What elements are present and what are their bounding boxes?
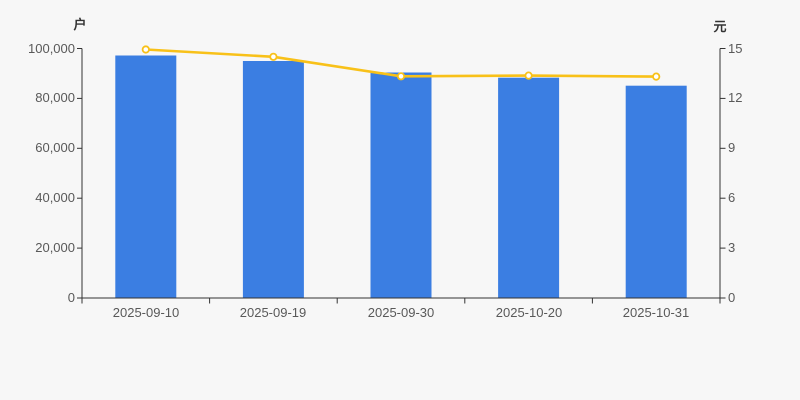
right-axis-unit-label: 元 <box>713 19 727 34</box>
right-axis-tick-label: 3 <box>728 240 736 255</box>
line-point[interactable] <box>396 72 406 81</box>
right-axis-tick-label: 15 <box>728 41 743 56</box>
left-axis-tick-label: 20,000 <box>35 240 75 255</box>
x-axis-tick-label: 2025-09-19 <box>239 305 307 320</box>
bar[interactable] <box>498 77 560 298</box>
left-axis-tick-label: 60,000 <box>35 140 75 155</box>
x-axis-tick-label: 2025-10-20 <box>495 305 563 320</box>
right-axis-tick-label: 0 <box>728 290 736 305</box>
left-axis-tick-label: 40,000 <box>35 190 75 205</box>
right-axis-tick-label: 9 <box>728 140 736 155</box>
bar[interactable] <box>625 85 687 298</box>
axes <box>77 48 726 304</box>
left-axis-unit-label: 户 <box>73 17 87 32</box>
bar[interactable] <box>242 61 304 298</box>
line-point[interactable] <box>524 71 533 80</box>
x-axis-tick-label: 2025-09-30 <box>367 305 435 320</box>
bar[interactable] <box>115 55 177 299</box>
x-axis-tick-label: 2025-10-31 <box>622 305 690 320</box>
right-axis-tick-label: 6 <box>728 190 736 205</box>
left-axis-tick-label: 0 <box>67 290 75 305</box>
left-axis-tick-label: 100,000 <box>28 41 75 56</box>
line-point[interactable] <box>269 52 278 61</box>
bar-series <box>115 55 687 299</box>
line-series <box>141 45 661 81</box>
line-point[interactable] <box>141 45 150 54</box>
left-axis-tick-label: 80,000 <box>35 90 75 105</box>
right-axis-tick-label: 12 <box>728 90 743 105</box>
x-axis-tick-label: 2025-09-10 <box>112 305 180 320</box>
bar[interactable] <box>370 72 432 299</box>
line-point[interactable] <box>652 72 661 81</box>
